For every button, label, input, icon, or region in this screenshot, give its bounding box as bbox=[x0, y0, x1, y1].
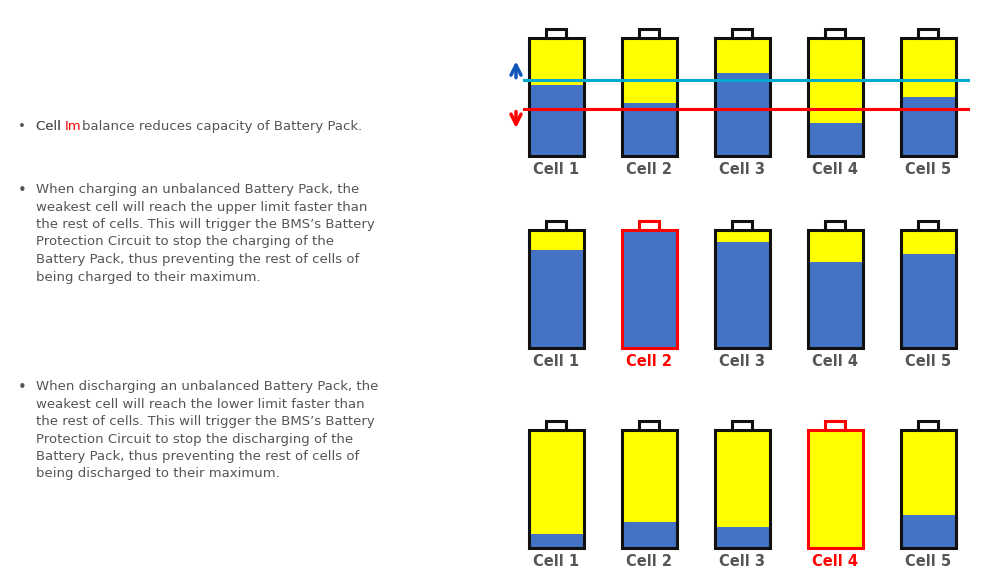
Bar bbox=[900, 230, 956, 348]
Bar bbox=[808, 38, 863, 123]
Text: Cell 5: Cell 5 bbox=[905, 354, 951, 369]
Text: Cell 1: Cell 1 bbox=[533, 354, 579, 369]
Bar bbox=[808, 230, 863, 348]
Text: Im: Im bbox=[65, 120, 82, 133]
Bar bbox=[808, 230, 863, 348]
Bar bbox=[529, 38, 583, 85]
Text: When charging an unbalanced Battery Pack, the
weakest cell will reach the upper : When charging an unbalanced Battery Pack… bbox=[36, 183, 375, 283]
Bar bbox=[918, 221, 938, 230]
Text: Cell 5: Cell 5 bbox=[905, 162, 951, 177]
Bar bbox=[825, 221, 845, 230]
Bar bbox=[715, 230, 769, 348]
Bar bbox=[918, 29, 938, 38]
Bar bbox=[621, 38, 677, 156]
Text: Cell 4: Cell 4 bbox=[812, 162, 858, 177]
Text: Cell 1: Cell 1 bbox=[533, 162, 579, 177]
Text: Cell 3: Cell 3 bbox=[719, 162, 765, 177]
Bar bbox=[715, 38, 769, 156]
Text: Cell 3: Cell 3 bbox=[719, 554, 765, 569]
Text: When discharging an unbalanced Battery Pack, the
weakest cell will reach the low: When discharging an unbalanced Battery P… bbox=[36, 380, 379, 480]
Bar bbox=[900, 38, 956, 156]
Bar bbox=[808, 430, 863, 548]
Bar bbox=[808, 38, 863, 156]
Text: Cell 2: Cell 2 bbox=[626, 554, 672, 569]
Text: Cell 3: Cell 3 bbox=[719, 354, 765, 369]
Bar bbox=[918, 421, 938, 430]
Bar bbox=[808, 430, 863, 548]
Text: Cell: Cell bbox=[36, 120, 65, 133]
Bar bbox=[825, 29, 845, 38]
Bar bbox=[529, 430, 583, 534]
Bar bbox=[900, 230, 956, 348]
Bar bbox=[900, 430, 956, 548]
Bar bbox=[715, 230, 769, 348]
Bar bbox=[546, 29, 566, 38]
Text: Cell 2: Cell 2 bbox=[626, 354, 672, 369]
Bar bbox=[621, 38, 677, 156]
Bar bbox=[529, 430, 583, 548]
Bar bbox=[732, 221, 752, 230]
Bar bbox=[529, 38, 583, 156]
Bar bbox=[715, 430, 769, 548]
Bar bbox=[808, 230, 863, 262]
Bar bbox=[621, 430, 677, 522]
Bar bbox=[529, 230, 583, 348]
Bar bbox=[732, 421, 752, 430]
Bar bbox=[808, 38, 863, 156]
Bar bbox=[900, 38, 956, 156]
Bar bbox=[621, 430, 677, 548]
Bar bbox=[900, 430, 956, 515]
Text: •: • bbox=[18, 380, 27, 395]
Bar bbox=[639, 421, 659, 430]
Bar bbox=[529, 230, 583, 250]
Bar bbox=[621, 230, 677, 348]
Bar bbox=[715, 430, 769, 527]
Bar bbox=[900, 38, 956, 97]
Bar bbox=[546, 421, 566, 430]
Bar bbox=[529, 230, 583, 348]
Bar bbox=[529, 38, 583, 156]
Bar bbox=[732, 29, 752, 38]
Bar bbox=[621, 230, 677, 348]
Bar bbox=[715, 430, 769, 548]
Bar bbox=[621, 38, 677, 103]
Text: •: • bbox=[18, 183, 27, 198]
Bar bbox=[808, 430, 863, 548]
Text: Cell 2: Cell 2 bbox=[626, 162, 672, 177]
Text: •: • bbox=[18, 120, 26, 133]
Text: balance reduces capacity of Battery Pack.: balance reduces capacity of Battery Pack… bbox=[82, 120, 363, 133]
Text: Cell 4: Cell 4 bbox=[812, 554, 858, 569]
Bar bbox=[639, 221, 659, 230]
Bar bbox=[546, 221, 566, 230]
Bar bbox=[621, 430, 677, 548]
Bar bbox=[825, 421, 845, 430]
Bar bbox=[900, 430, 956, 548]
Bar bbox=[900, 230, 956, 254]
Bar bbox=[715, 38, 769, 156]
Text: Cell: Cell bbox=[36, 120, 65, 133]
Bar bbox=[639, 29, 659, 38]
Bar bbox=[715, 230, 769, 242]
Bar bbox=[529, 430, 583, 548]
Text: Cell 4: Cell 4 bbox=[812, 354, 858, 369]
Text: Cell 1: Cell 1 bbox=[533, 554, 579, 569]
Bar bbox=[715, 38, 769, 73]
Text: Cell 5: Cell 5 bbox=[905, 554, 951, 569]
